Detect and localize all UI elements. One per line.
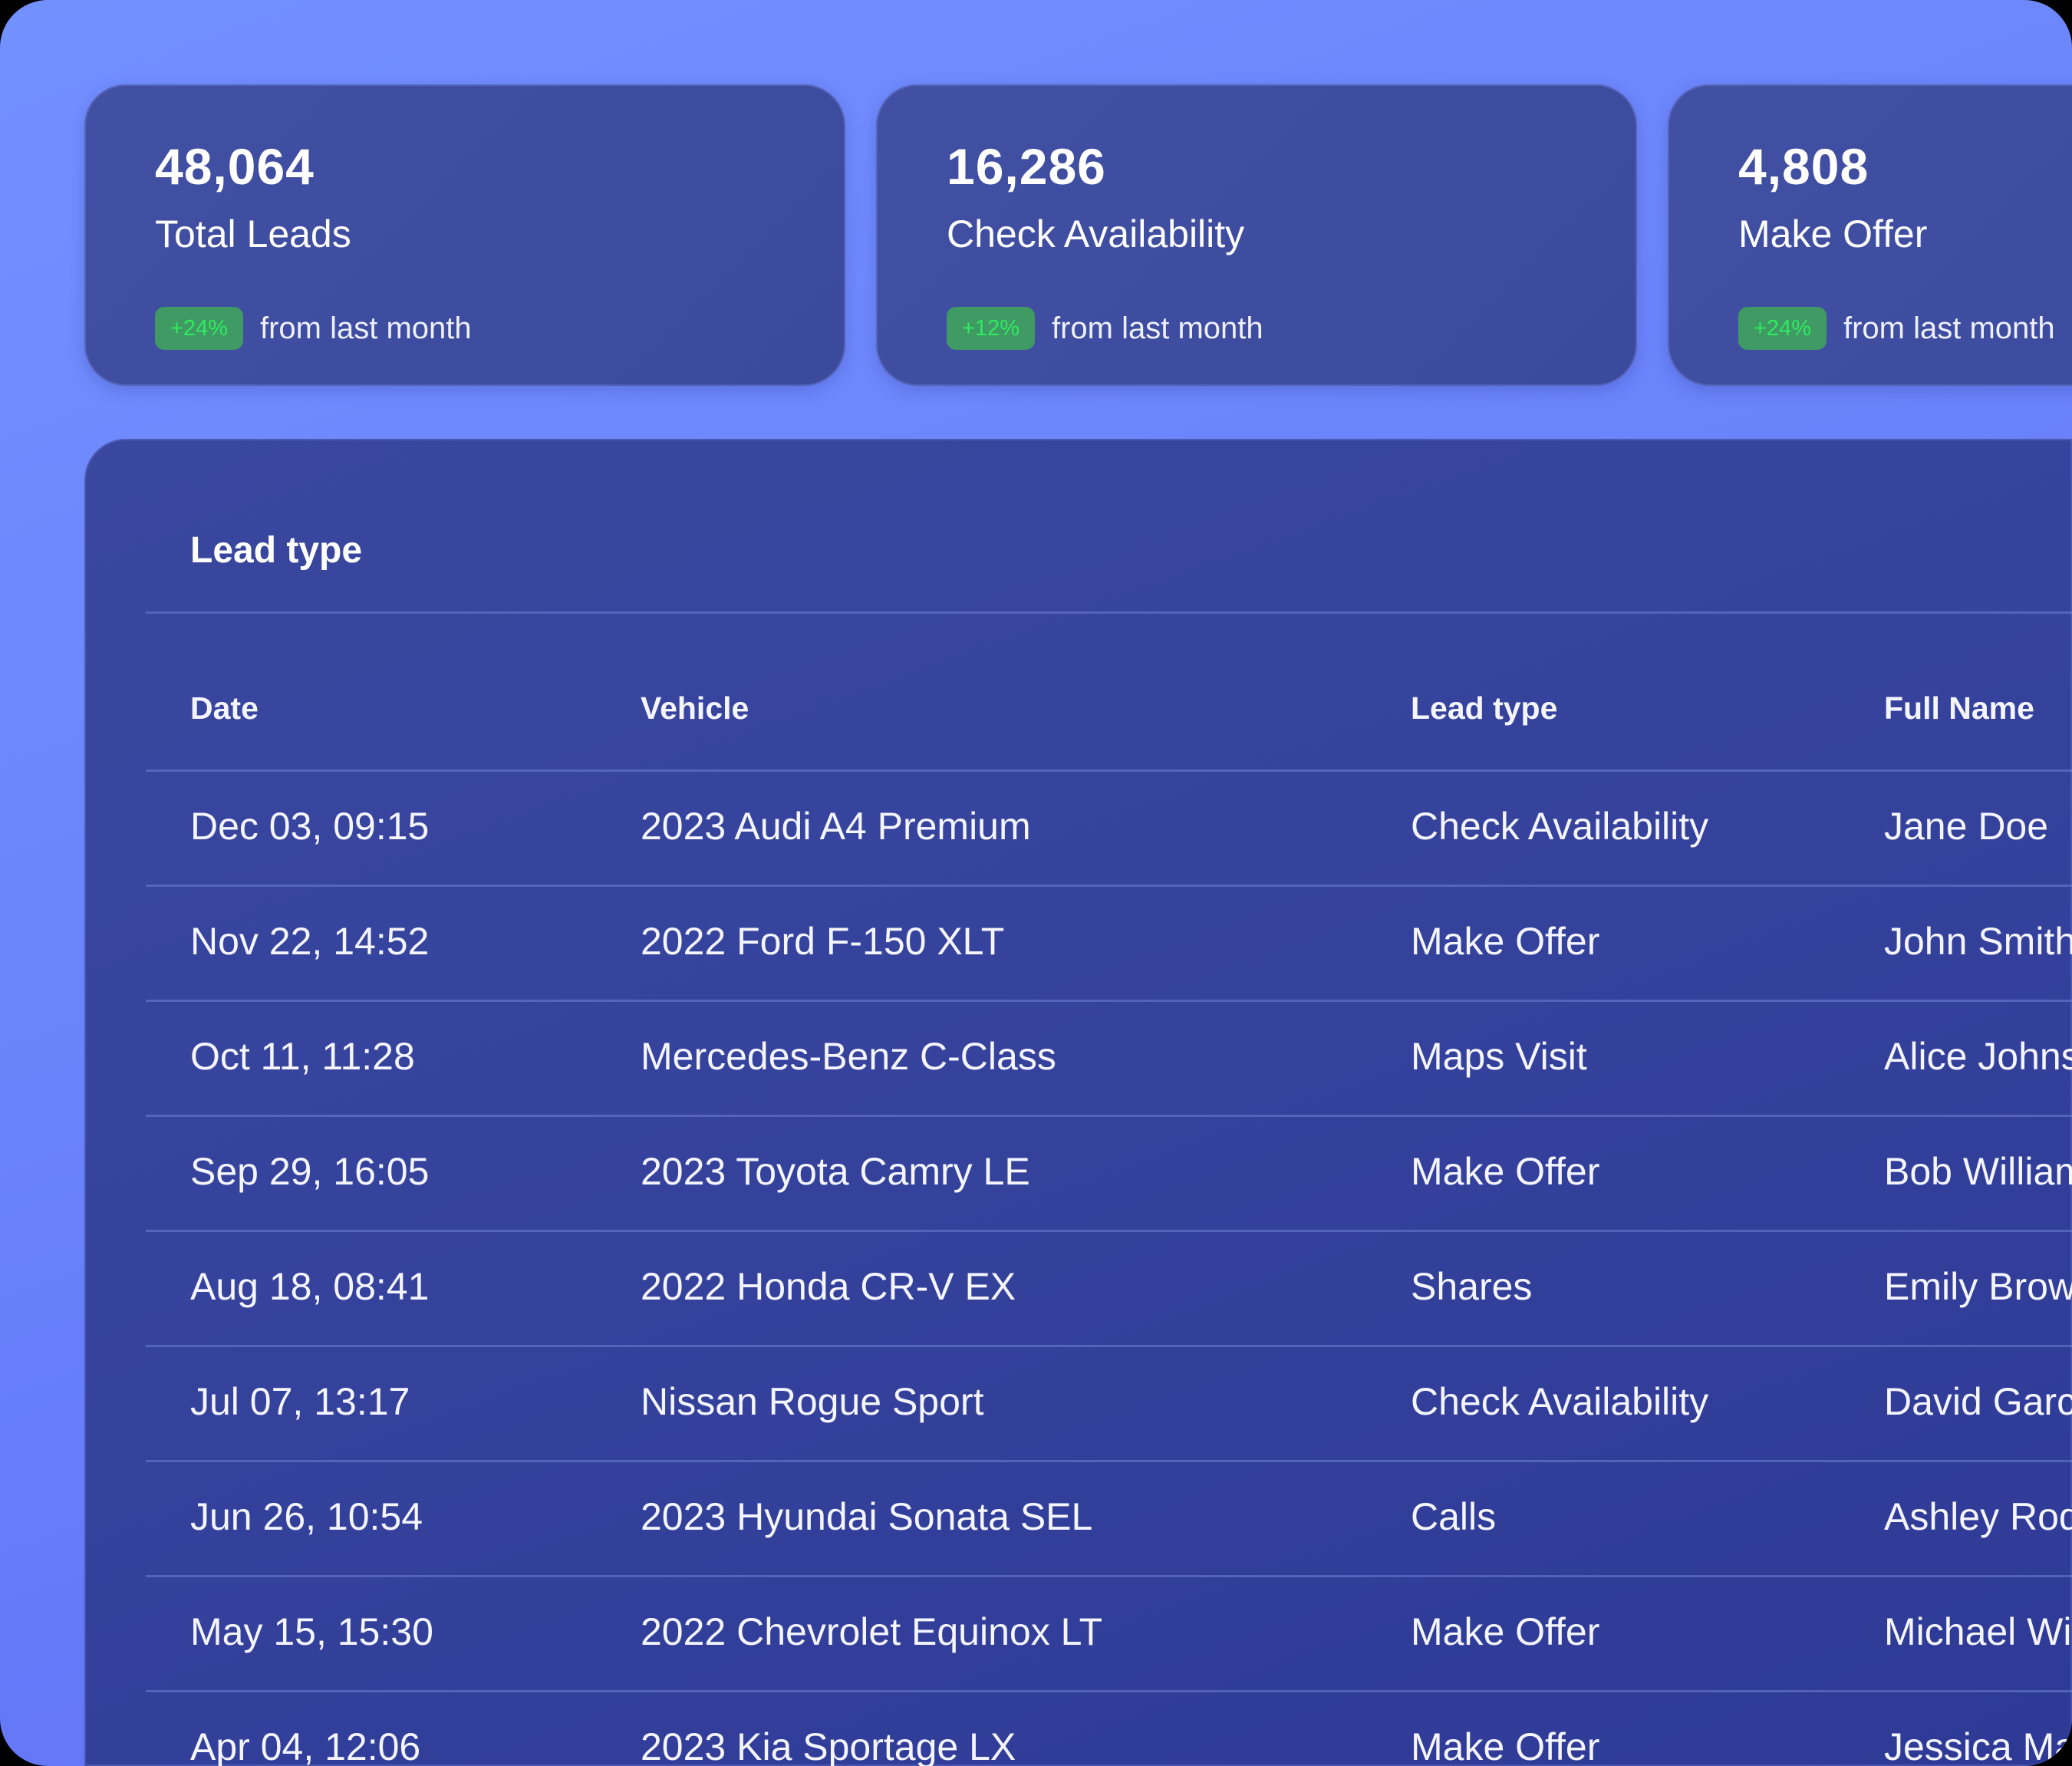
cell-vehicle: 2023 Audi A4 Premium — [641, 805, 1031, 848]
row-divider — [146, 1230, 2072, 1232]
change-caption: from last month — [260, 311, 472, 345]
column-header-date[interactable]: Date — [190, 690, 259, 726]
cell-vehicle: Nissan Rogue Sport — [641, 1380, 984, 1423]
cell-vehicle: 2022 Chevrolet Equinox LT — [641, 1610, 1103, 1653]
row-divider — [146, 1000, 2072, 1002]
cell-vehicle: Mercedes-Benz C-Class — [641, 1035, 1056, 1078]
cell-vehicle: 2022 Ford F-150 XLT — [641, 920, 1005, 963]
cell-full-name: Emily Brown — [1884, 1265, 2072, 1308]
cell-vehicle: 2023 Kia Sportage LX — [641, 1725, 1016, 1766]
stat-label: Total Leads — [155, 213, 351, 255]
table-row[interactable]: May 15, 15:30 2022 Chevrolet Equinox LT Ma… — [146, 1577, 2072, 1690]
stat-card[interactable]: 48,064 Total Leads +24% from last month — [84, 84, 845, 386]
row-divider — [146, 1115, 2072, 1117]
table-row[interactable]: Apr 04, 12:06 2023 Kia Sportage LX Make Of… — [146, 1692, 2072, 1766]
table-row[interactable]: Nov 22, 14:52 2022 Ford F-150 XLT Make Off… — [146, 887, 2072, 1000]
cell-date: Oct 11, 11:28 — [190, 1035, 415, 1078]
cell-full-name: Bob Williams — [1884, 1150, 2072, 1193]
change-badge: +24% — [155, 307, 243, 350]
row-divider — [146, 769, 2072, 772]
table-row[interactable]: Jul 07, 13:17 Nissan Rogue Sport Check Ava… — [146, 1347, 2072, 1460]
change-caption: from last month — [1843, 311, 2055, 345]
table-row[interactable]: Sep 29, 16:05 2023 Toyota Camry LE Make Of… — [146, 1117, 2072, 1230]
stat-card[interactable]: 4,808 Make Offer +24% from last month — [1668, 84, 2072, 386]
cell-vehicle: 2023 Hyundai Sonata SEL — [641, 1495, 1093, 1538]
table-row[interactable]: Oct 11, 11:28 Mercedes-Benz C-Class Maps V… — [146, 1002, 2072, 1115]
cell-lead-type: Make Offer — [1411, 1150, 1600, 1193]
column-header-full-name[interactable]: Full Name — [1884, 690, 2034, 726]
table-row[interactable]: Jun 26, 10:54 2023 Hyundai Sonata SEL Call… — [146, 1462, 2072, 1575]
cell-lead-type: Make Offer — [1411, 1725, 1600, 1766]
cell-full-name: Alice Johnson — [1884, 1035, 2072, 1078]
cell-lead-type: Check Availability — [1411, 1380, 1709, 1423]
column-header-vehicle[interactable]: Vehicle — [641, 690, 749, 726]
cell-full-name: Ashley Rodrigu — [1884, 1495, 2072, 1538]
cell-full-name: Michael Wilson — [1884, 1610, 2072, 1653]
table-row[interactable]: Dec 03, 09:15 2023 Audi A4 Premium Check A… — [146, 772, 2072, 885]
cell-date: Apr 04, 12:06 — [190, 1725, 421, 1766]
stat-card[interactable]: 16,286 Check Availability +12% from last… — [876, 84, 1637, 386]
cell-date: Jun 26, 10:54 — [190, 1495, 423, 1538]
change-caption: from last month — [1052, 311, 1263, 345]
cell-full-name: Jessica Marti — [1884, 1725, 2072, 1766]
cell-full-name: David Garcia — [1884, 1380, 2072, 1423]
stat-value: 48,064 — [155, 138, 315, 195]
cell-full-name: Jane Doe — [1884, 805, 2049, 848]
stat-label: Check Availability — [947, 213, 1245, 255]
stat-value: 16,286 — [947, 138, 1106, 195]
cell-date: May 15, 15:30 — [190, 1610, 433, 1653]
stat-label: Make Offer — [1738, 213, 1928, 255]
cell-lead-type: Calls — [1411, 1495, 1497, 1538]
lead-table-panel: Lead type Date Vehicle Lead type Full Na… — [84, 439, 2072, 1766]
row-divider — [146, 1345, 2072, 1347]
change-badge: +24% — [1738, 307, 1827, 350]
row-divider — [146, 1575, 2072, 1577]
row-divider — [146, 1460, 2072, 1462]
table-row[interactable]: Aug 18, 08:41 2022 Honda CR-V EX Shares Emi… — [146, 1232, 2072, 1345]
cell-lead-type: Make Offer — [1411, 920, 1600, 963]
cell-date: Jul 07, 13:17 — [190, 1380, 410, 1423]
cell-date: Dec 03, 09:15 — [190, 805, 430, 848]
stat-value: 4,808 — [1738, 138, 1869, 195]
divider — [146, 611, 2072, 614]
cell-date: Nov 22, 14:52 — [190, 920, 430, 963]
change-badge: +12% — [947, 307, 1035, 350]
table-header: Date Vehicle Lead type Full Name — [146, 653, 2072, 768]
column-header-lead-type[interactable]: Lead type — [1411, 690, 1558, 726]
row-divider — [146, 1690, 2072, 1692]
cell-full-name: John Smith — [1884, 920, 2072, 963]
cell-date: Sep 29, 16:05 — [190, 1150, 430, 1193]
cell-lead-type: Shares — [1411, 1265, 1533, 1308]
cell-vehicle: 2023 Toyota Camry LE — [641, 1150, 1030, 1193]
row-divider — [146, 885, 2072, 887]
cell-vehicle: 2022 Honda CR-V EX — [641, 1265, 1016, 1308]
cell-date: Aug 18, 08:41 — [190, 1265, 430, 1308]
cell-lead-type: Make Offer — [1411, 1610, 1600, 1653]
cell-lead-type: Check Availability — [1411, 805, 1709, 848]
panel-title: Lead type — [190, 530, 363, 571]
cell-lead-type: Maps Visit — [1411, 1035, 1587, 1078]
